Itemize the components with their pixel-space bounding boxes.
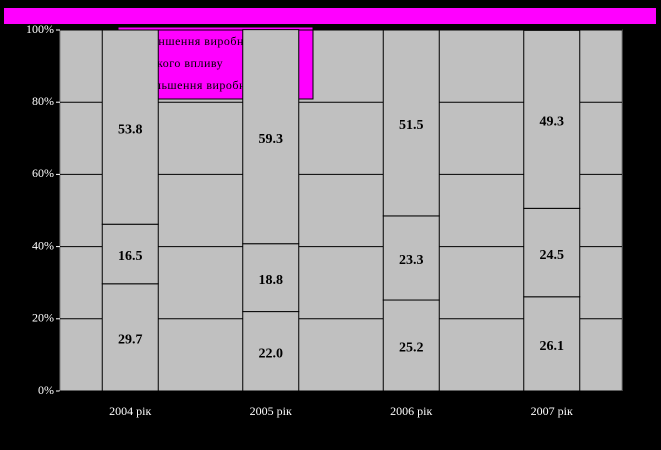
- value-label: 16.5: [118, 249, 143, 264]
- value-label: 25.2: [399, 341, 424, 356]
- x-tick-label: 2007 рік: [531, 404, 573, 418]
- y-tick-label: 40%: [32, 238, 54, 252]
- value-label: 29.7: [118, 333, 143, 348]
- bar-segment: [242, 243, 300, 313]
- bar-segment: [101, 29, 159, 225]
- bar-segment: [382, 299, 440, 392]
- bar-segment: [242, 29, 300, 245]
- value-label: 49.3: [540, 115, 565, 130]
- bar-segment: [242, 311, 300, 392]
- value-label: 53.8: [118, 122, 143, 137]
- legend-label: Зменшення виробництва: [138, 34, 275, 48]
- x-tick-label: 2006 рік: [390, 404, 432, 418]
- bar-segment: [382, 215, 440, 301]
- top-strip: [4, 8, 656, 24]
- value-label: 26.1: [540, 339, 565, 354]
- value-label: 51.5: [399, 118, 424, 133]
- y-tick-label: 80%: [32, 94, 54, 108]
- bar-segment: [523, 296, 581, 392]
- legend-label: Ніякого впливу: [138, 56, 223, 70]
- bar-segment: [523, 207, 581, 298]
- y-tick-label: 20%: [32, 311, 54, 325]
- x-tick-label: 2005 рік: [250, 404, 292, 418]
- y-tick-label: 60%: [32, 166, 54, 180]
- value-label: 59.3: [259, 132, 284, 147]
- x-tick-label: 2004 рік: [109, 404, 151, 418]
- value-label: 23.3: [399, 253, 424, 268]
- value-label: 22.0: [259, 347, 284, 362]
- bar-segment: [523, 29, 581, 209]
- value-label: 18.8: [259, 273, 284, 288]
- bar-segment: [382, 29, 440, 217]
- value-label: 24.5: [540, 248, 565, 263]
- y-tick-label: 0%: [38, 383, 54, 397]
- bar-segment: [101, 283, 159, 392]
- bar-segment: [101, 223, 159, 285]
- y-tick-label: 100%: [26, 22, 54, 36]
